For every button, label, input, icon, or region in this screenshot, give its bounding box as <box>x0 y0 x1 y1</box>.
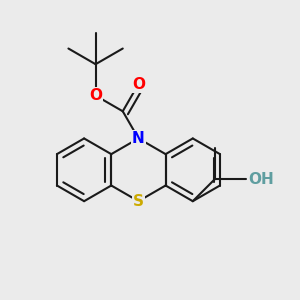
Text: OH: OH <box>248 172 274 187</box>
Text: S: S <box>133 194 144 209</box>
Text: O: O <box>89 88 102 103</box>
Text: N: N <box>132 131 145 146</box>
Text: O: O <box>132 76 145 92</box>
